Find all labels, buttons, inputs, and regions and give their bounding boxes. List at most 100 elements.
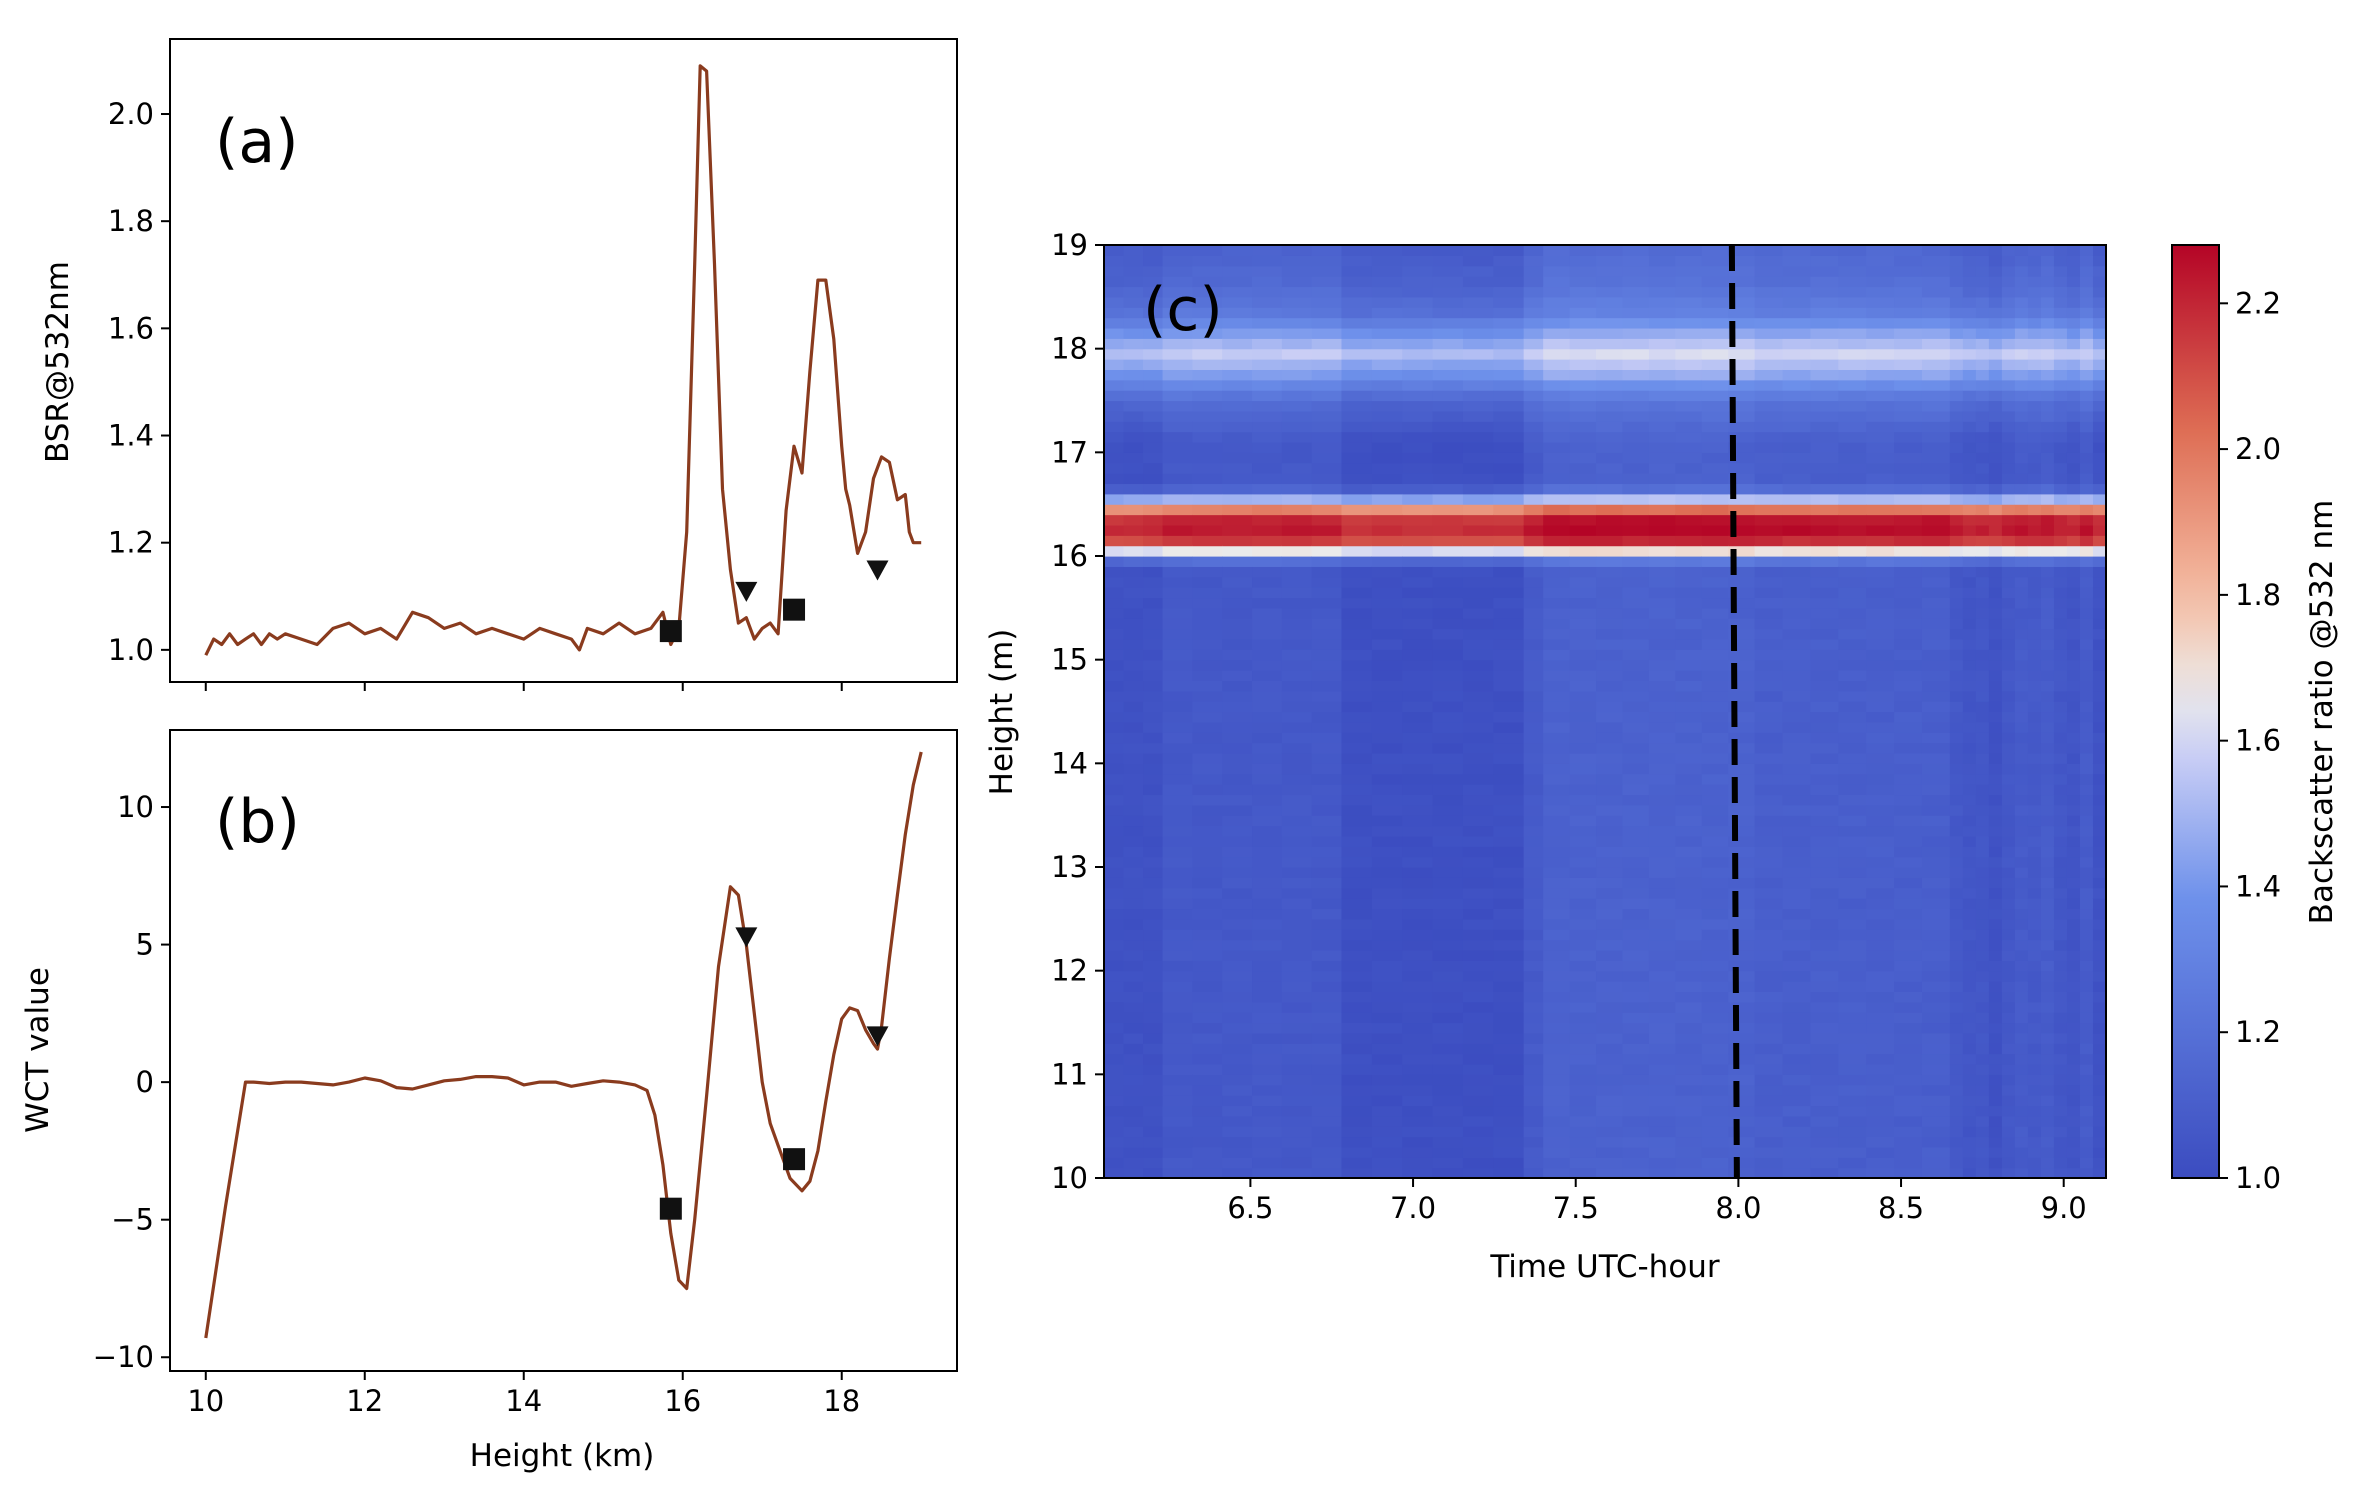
heatmap-cell: [1949, 390, 1964, 402]
heatmap-cell: [1523, 1136, 1544, 1148]
heatmap-cell: [2040, 991, 2055, 1003]
heatmap-cell: [1311, 597, 1343, 609]
heatmap-cell: [1341, 898, 1373, 910]
heatmap-cell: [1754, 752, 1784, 764]
heatmap-cell: [1281, 1022, 1313, 1034]
heatmap-cell: [1371, 970, 1403, 982]
heatmap-cell: [1493, 1095, 1525, 1107]
heatmap-cell: [1143, 431, 1164, 443]
heatmap-cell: [1962, 441, 1977, 453]
heatmap-cell: [1341, 338, 1373, 350]
heatmap-cell: [1949, 763, 1964, 775]
heatmap-cell: [1675, 400, 1703, 412]
heatmap-cell: [2040, 918, 2055, 930]
heatmap-cell: [1311, 732, 1343, 744]
heatmap-cell: [2066, 649, 2081, 661]
heatmap-cell: [1949, 804, 1964, 816]
heatmap-cell: [1596, 742, 1624, 754]
heatmap-cell: [1866, 773, 1895, 785]
heatmap-cell: [1622, 327, 1650, 339]
heatmap-cell: [1596, 1053, 1624, 1065]
heatmap-cell: [1810, 773, 1839, 785]
heatmap-cell: [1371, 908, 1403, 920]
heatmap-cell: [2066, 276, 2081, 288]
colorbar-tick-label: 2.2: [2235, 286, 2281, 320]
heatmap-cell: [1523, 483, 1544, 495]
heatmap-cell: [1921, 918, 1951, 930]
heatmap-cell: [1543, 307, 1571, 319]
heatmap-cell: [1675, 473, 1703, 485]
heatmap-cell: [1123, 960, 1144, 972]
heatmap-cell: [1432, 1157, 1464, 1169]
heatmap-cell: [1596, 690, 1624, 702]
heatmap-cell: [1192, 1115, 1223, 1127]
heatmap-cell: [1252, 670, 1283, 681]
heatmap-cell: [1949, 421, 1964, 433]
heatmap-cell: [1104, 410, 1125, 422]
heatmap-cell: [1782, 483, 1812, 495]
heatmap-cell: [1675, 359, 1703, 370]
heatmap-cell: [1988, 711, 2003, 723]
heatmap-cell: [2079, 1074, 2094, 1086]
heatmap-cell: [1675, 462, 1703, 474]
panel-a-axes-frame: [169, 38, 958, 683]
heatmap-cell: [1523, 607, 1544, 619]
heatmap-cell: [2092, 265, 2106, 277]
heatmap-cell: [1622, 752, 1650, 764]
heatmap-cell: [2053, 649, 2068, 661]
heatmap-cell: [1675, 628, 1703, 640]
heatmap-cell: [1123, 607, 1144, 619]
heatmap-cell: [1143, 317, 1164, 329]
heatmap-cell: [1810, 369, 1839, 381]
heatmap-cell: [1866, 421, 1895, 433]
heatmap-cell: [1569, 524, 1597, 536]
heatmap-cell: [1341, 369, 1373, 381]
heatmap-cell: [1728, 545, 1756, 557]
heatmap-cell: [2001, 752, 2016, 764]
heatmap-cell: [1701, 1063, 1729, 1075]
heatmap-cell: [1782, 276, 1812, 288]
heatmap-cell: [1962, 835, 1977, 847]
heatmap-cell: [1281, 1095, 1313, 1107]
heatmap-cell: [1222, 369, 1253, 381]
heatmap-cell: [1975, 1115, 1990, 1127]
heatmap-cell: [1975, 1022, 1990, 1034]
heatmap-cell: [1462, 1032, 1494, 1044]
heatmap-cell: [1675, 452, 1703, 464]
heatmap-cell: [2027, 1074, 2042, 1086]
heatmap-cell: [1543, 504, 1571, 516]
heatmap-cell: [1569, 721, 1597, 733]
heatmap-cell: [2066, 566, 2081, 578]
heatmap-cell: [1222, 545, 1253, 557]
heatmap-cell: [2001, 1063, 2016, 1075]
heatmap-cell: [1162, 763, 1193, 775]
heatmap-cell: [1281, 981, 1313, 992]
heatmap-cell: [2092, 400, 2106, 412]
heatmap-cell: [2066, 856, 2081, 868]
heatmap-cell: [1894, 732, 1923, 744]
heatmap-cell: [1569, 1001, 1597, 1013]
heatmap-cell: [1104, 763, 1125, 775]
heatmap-cell: [1402, 462, 1434, 474]
heatmap-cell: [1866, 587, 1895, 599]
heatmap-cell: [1371, 441, 1403, 453]
heatmap-cell: [1648, 690, 1676, 702]
heatmap-cell: [1123, 1167, 1144, 1178]
heatmap-cell: [2053, 763, 2068, 775]
heatmap-cell: [1728, 524, 1756, 536]
heatmap-cell: [1622, 794, 1650, 806]
heatmap-cell: [1432, 1126, 1464, 1138]
heatmap-cell: [1432, 815, 1464, 827]
heatmap-cell: [1838, 286, 1867, 298]
heatmap-cell: [1569, 452, 1597, 464]
heatmap-cell: [1675, 711, 1703, 723]
heatmap-cell: [2092, 991, 2106, 1003]
heatmap-cell: [1104, 255, 1125, 267]
heatmap-cell: [2079, 1053, 2094, 1065]
heatmap-cell: [1894, 711, 1923, 723]
heatmap-cell: [1222, 255, 1253, 267]
heatmap-cell: [1782, 504, 1812, 516]
heatmap-cell: [1596, 379, 1624, 391]
heatmap-cell: [1371, 369, 1403, 381]
heatmap-cell: [2066, 493, 2081, 505]
